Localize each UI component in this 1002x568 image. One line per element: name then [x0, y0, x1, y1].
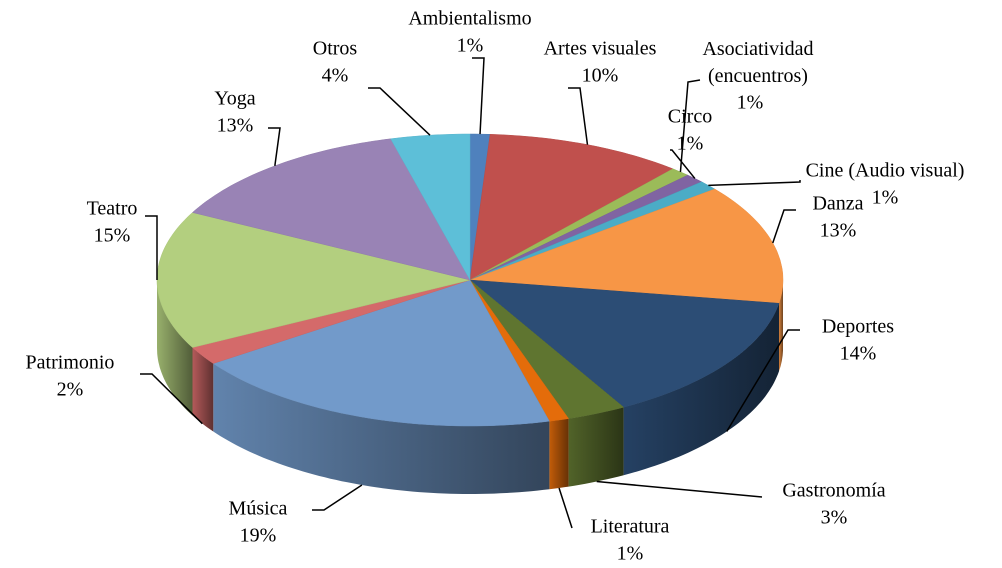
leader-line [312, 484, 363, 511]
value-label: 10% [582, 65, 619, 87]
leader-line [145, 215, 158, 280]
value-label: 1% [617, 543, 644, 565]
value-label: 13% [217, 115, 254, 137]
category-label: Otros [313, 38, 358, 60]
slice-top [191, 138, 471, 281]
leader-line [708, 180, 801, 187]
value-label: 1% [457, 35, 484, 57]
leader-line [268, 127, 281, 166]
leader-line [670, 149, 696, 179]
leader-line [472, 57, 485, 135]
category-label: Artes visuales [544, 38, 657, 60]
value-label: 19% [240, 525, 277, 547]
slice-side [568, 407, 624, 487]
value-label: 13% [820, 220, 857, 242]
category-label: Gastronomía [782, 480, 885, 502]
value-label: 4% [322, 65, 349, 87]
slice [191, 279, 471, 432]
slice-side [192, 347, 214, 432]
leader-line [596, 480, 763, 498]
label-line: (encuentros) [708, 65, 808, 87]
category-label: Circo [668, 106, 712, 128]
value-label: 1% [677, 133, 704, 155]
leader-line [679, 79, 701, 172]
category-label: Danza [812, 193, 863, 215]
category-label: Yoga [214, 88, 255, 110]
slice-side [623, 303, 779, 476]
category-label: Ambientalismo [408, 8, 531, 30]
leader-line [558, 487, 573, 529]
slice [469, 188, 784, 372]
slice-top [212, 279, 550, 427]
slice [212, 279, 550, 494]
value-label: 3% [821, 507, 848, 529]
slice [191, 138, 471, 281]
leader-line [772, 209, 796, 244]
category-label: Cine (Audio visual) [806, 160, 965, 182]
leader-line [726, 329, 800, 432]
category-label: Música [229, 498, 288, 520]
slice-side [549, 418, 569, 490]
slice-side [157, 280, 193, 416]
category-label: Asociatividad (encuentros) [702, 38, 813, 87]
value-label: 1% [737, 92, 764, 114]
slice-side [779, 280, 783, 372]
value-label: 15% [94, 225, 131, 247]
value-label: 1% [872, 187, 899, 209]
label-line: Asociatividad [702, 38, 813, 60]
category-label: Literatura [591, 516, 670, 538]
slice [469, 279, 780, 476]
slice-side [213, 363, 550, 494]
value-label: 2% [57, 379, 84, 401]
category-label: Patrimonio [26, 352, 115, 374]
slice-top [469, 188, 784, 304]
category-label: Teatro [87, 198, 138, 220]
slice-top [469, 279, 780, 408]
value-label: 14% [840, 343, 877, 365]
slice-top [191, 279, 471, 364]
leader-line [368, 87, 431, 136]
leader-line [568, 87, 589, 145]
slice [469, 279, 625, 487]
leader-line [140, 373, 203, 425]
slice-top [469, 279, 625, 419]
category-label: Deportes [822, 316, 894, 338]
